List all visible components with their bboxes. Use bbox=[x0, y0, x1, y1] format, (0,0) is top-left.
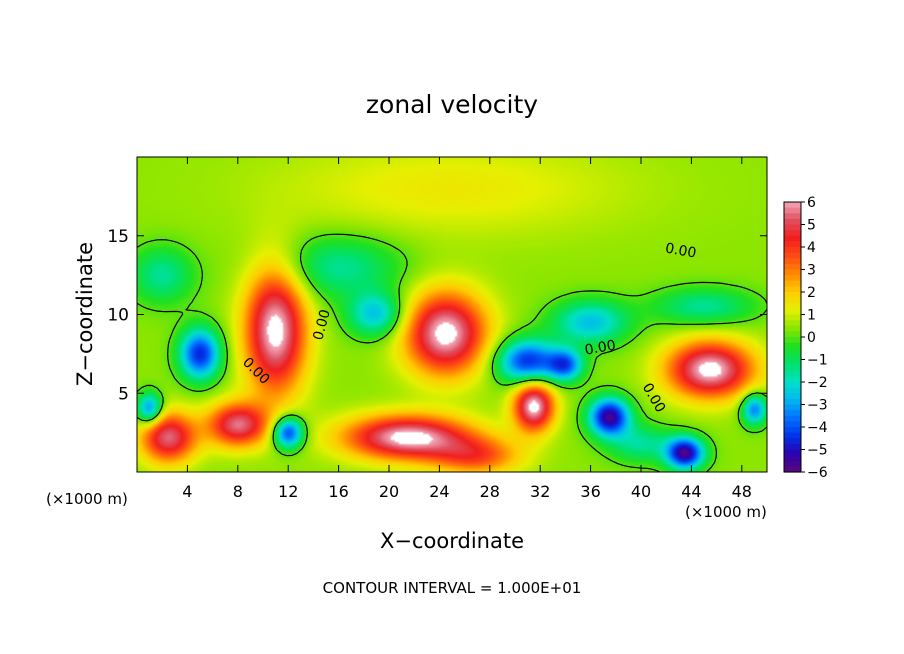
colorbar-swatch bbox=[784, 342, 801, 349]
colorbar-swatch bbox=[784, 404, 801, 411]
y-tick-label: 5 bbox=[118, 384, 129, 404]
colorbar-swatch bbox=[784, 202, 801, 209]
contour-lines bbox=[137, 233, 767, 472]
x-tick-label: 28 bbox=[480, 482, 500, 501]
y-axis-label: Z−coordinate bbox=[73, 242, 97, 386]
colorbar-swatch bbox=[784, 359, 801, 366]
contour-interval-note: CONTOUR INTERVAL = 1.000E+01 bbox=[323, 579, 582, 597]
colorbar-swatch bbox=[784, 353, 801, 361]
colorbar-swatch bbox=[784, 398, 801, 406]
colorbar-label: 6 bbox=[807, 195, 816, 211]
x-tick-label: 40 bbox=[631, 482, 651, 501]
y-axis-ticks: 5 10 15 bbox=[107, 227, 767, 404]
colorbar-swatch bbox=[784, 275, 801, 282]
x-tick-label: 48 bbox=[732, 482, 752, 501]
colorbar: 6 5 4 3 2 1 0 −1 −2 −3 −4 −5 −6 bbox=[783, 195, 828, 481]
colorbar-label: 4 bbox=[807, 240, 816, 256]
colorbar-swatch bbox=[784, 370, 801, 377]
x-unit-right: (×1000 m) bbox=[685, 503, 767, 521]
colorbar-swatch bbox=[784, 224, 801, 231]
colorbar-swatch bbox=[784, 449, 801, 456]
colorbar-swatch bbox=[784, 348, 801, 355]
colorbar-swatch bbox=[784, 263, 801, 271]
colorbar-label: −4 bbox=[807, 420, 828, 436]
colorbar-swatch bbox=[784, 455, 801, 462]
colorbar-swatch bbox=[784, 213, 801, 220]
contour-label: 0.00 bbox=[310, 308, 334, 342]
colorbar-swatch bbox=[784, 365, 801, 372]
colorbar-label: 2 bbox=[807, 285, 816, 301]
colorbar-swatch bbox=[784, 230, 801, 237]
colorbar-swatch bbox=[784, 218, 801, 226]
x-axis-label: X−coordinate bbox=[380, 529, 524, 553]
colorbar-swatch bbox=[784, 331, 801, 338]
x-unit-left: (×1000 m) bbox=[46, 490, 128, 508]
colorbar-label: 3 bbox=[807, 263, 816, 279]
x-tick-label: 32 bbox=[530, 482, 550, 501]
colorbar-swatch bbox=[784, 297, 801, 304]
colorbar-swatch bbox=[784, 286, 801, 293]
y-tick-label: 10 bbox=[107, 306, 129, 326]
colorbar-swatch bbox=[784, 438, 801, 445]
colorbar-swatch bbox=[784, 252, 801, 259]
colorbar-swatch bbox=[784, 258, 801, 265]
colorbar-swatch bbox=[784, 393, 801, 400]
colorbar-label: 1 bbox=[807, 308, 816, 324]
colorbar-swatch bbox=[784, 207, 801, 214]
colorbar-swatch bbox=[784, 325, 801, 332]
colorbar-swatch bbox=[784, 303, 801, 310]
contour-zero-line bbox=[137, 233, 767, 472]
colorbar-swatch bbox=[784, 247, 801, 254]
colorbar-label: −6 bbox=[807, 465, 828, 481]
x-tick-label: 8 bbox=[233, 482, 243, 501]
x-axis-ticks: 4 8 12 16 20 24 28 32 36 40 44 48 bbox=[182, 157, 752, 501]
x-tick-label: 16 bbox=[328, 482, 348, 501]
colorbar-swatch bbox=[784, 269, 801, 276]
x-tick-label: 20 bbox=[379, 482, 399, 501]
colorbar-swatch bbox=[784, 320, 801, 327]
colorbar-swatch bbox=[784, 308, 801, 316]
colorbar-label: 0 bbox=[807, 330, 816, 346]
colorbar-label: −3 bbox=[807, 398, 828, 414]
heatmap-field bbox=[137, 157, 767, 472]
colorbar-swatch bbox=[784, 466, 801, 473]
colorbar-label: −5 bbox=[807, 443, 828, 459]
x-tick-label: 24 bbox=[429, 482, 449, 501]
colorbar-swatch bbox=[784, 443, 801, 451]
colorbar-swatch bbox=[784, 387, 801, 394]
x-tick-label: 36 bbox=[580, 482, 600, 501]
colorbar-swatch bbox=[784, 432, 801, 439]
colorbar-swatch bbox=[784, 337, 801, 344]
plot-area bbox=[137, 157, 767, 472]
colorbar-swatch bbox=[784, 292, 801, 299]
colorbar-swatch bbox=[784, 280, 801, 287]
colorbar-swatch bbox=[784, 410, 801, 417]
colorbar-swatch bbox=[784, 376, 801, 383]
chart-title: zonal velocity bbox=[366, 90, 538, 119]
colorbar-swatch bbox=[784, 382, 801, 389]
contour-label: 0.00 bbox=[584, 337, 617, 358]
colorbar-swatch bbox=[784, 415, 801, 422]
colorbar-swatch bbox=[784, 314, 801, 321]
colorbar-swatch bbox=[784, 235, 801, 242]
x-tick-label: 44 bbox=[681, 482, 701, 501]
x-tick-label: 12 bbox=[278, 482, 298, 501]
colorbar-label: −1 bbox=[807, 353, 828, 369]
colorbar-label: −2 bbox=[807, 375, 828, 391]
colorbar-label: 5 bbox=[807, 218, 816, 234]
y-tick-label: 15 bbox=[107, 227, 129, 247]
contour-label: 0.00 bbox=[664, 240, 697, 261]
colorbar-swatch bbox=[784, 427, 801, 434]
colorbar-swatch bbox=[784, 421, 801, 428]
colorbar-swatch bbox=[784, 241, 801, 248]
x-tick-label: 4 bbox=[182, 482, 192, 501]
colorbar-swatch bbox=[784, 460, 801, 467]
